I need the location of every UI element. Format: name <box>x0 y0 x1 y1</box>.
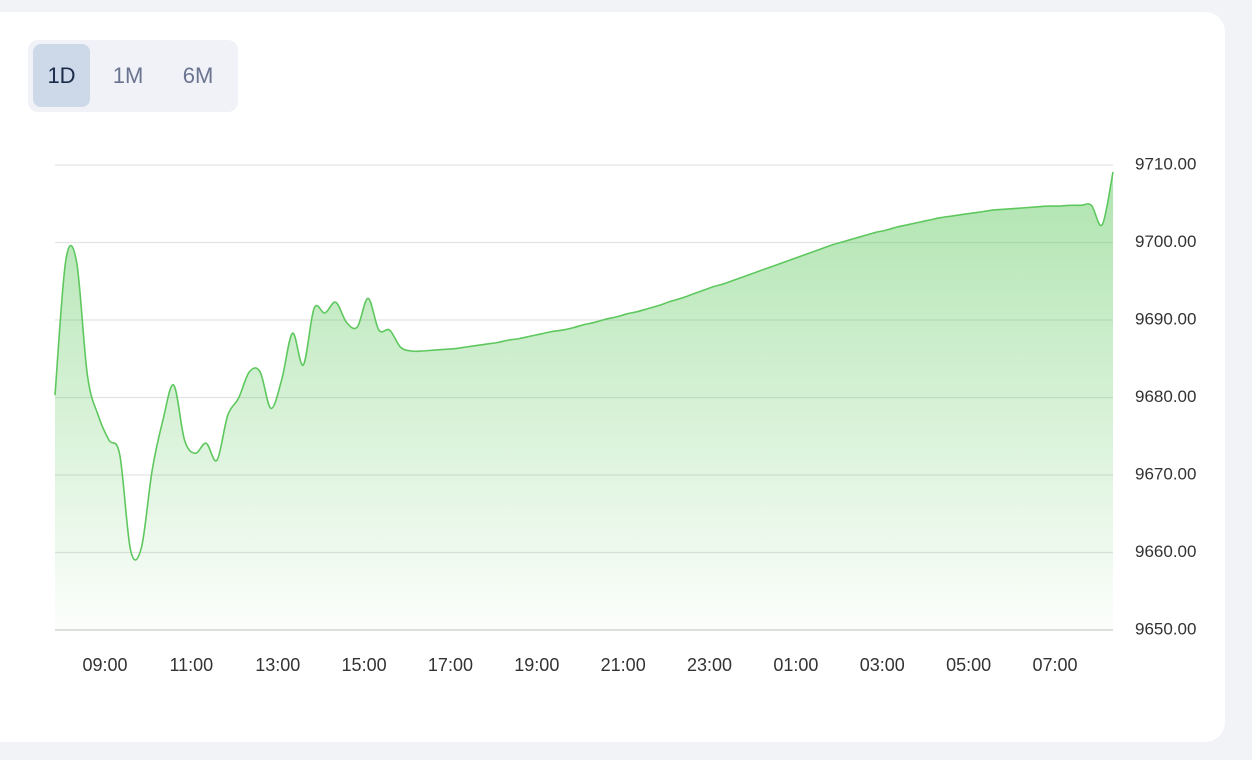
price-line <box>54 171 1114 561</box>
x-tick-label: 23:00 <box>687 655 732 675</box>
range-tab[interactable]: 6M <box>182 63 214 88</box>
y-tick-label: 9650.00 <box>1135 619 1196 638</box>
y-tick-label: 9700.00 <box>1135 232 1196 251</box>
y-tick-label: 9660.00 <box>1135 542 1196 561</box>
x-tick-label: 13:00 <box>255 655 300 675</box>
tab-bar: 1D 1M 6M <box>28 40 238 112</box>
x-tick-label: 17:00 <box>428 655 473 675</box>
area-fill <box>55 171 1113 630</box>
x-tick-label: 03:00 <box>860 655 905 675</box>
y-tick-label: 9710.00 <box>1135 154 1196 173</box>
x-tick-label: 07:00 <box>1032 655 1077 675</box>
y-tick-label: 9680.00 <box>1135 387 1196 406</box>
x-tick-label: 05:00 <box>946 655 991 675</box>
range-tab[interactable]: 1D <box>33 44 90 107</box>
x-tick-label: 19:00 <box>514 655 559 675</box>
y-tick-label: 9690.00 <box>1135 309 1196 328</box>
x-tick-label: 21:00 <box>601 655 646 675</box>
x-tick-label: 11:00 <box>169 655 213 675</box>
x-tick-label: 15:00 <box>342 655 387 675</box>
y-tick-label: 9670.00 <box>1135 464 1196 483</box>
x-tick-label: 09:00 <box>82 655 127 675</box>
x-tick-label: 01:00 <box>773 655 818 675</box>
range-tab[interactable]: 1M <box>112 63 144 88</box>
